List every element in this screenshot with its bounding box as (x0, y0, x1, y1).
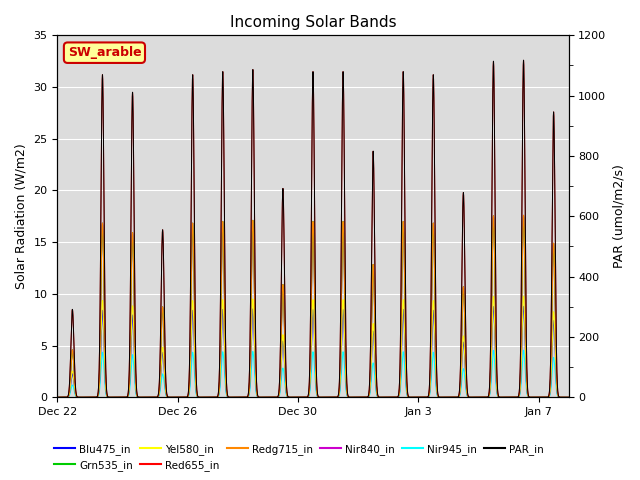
Nir840_in (419, 395, 426, 400)
Y-axis label: Solar Radiation (W/m2): Solar Radiation (W/m2) (15, 144, 28, 289)
PAR_in (564, 395, 572, 400)
Redg715_in (564, 395, 572, 400)
Redg715_in (367, 326, 375, 332)
Blu475_in (54, 395, 61, 400)
Grn535_in (135, 395, 143, 400)
Grn535_in (160, 333, 168, 338)
Red655_in (362, 395, 370, 400)
Nir945_in (564, 395, 572, 400)
Nir840_in (520, 213, 527, 218)
Grn535_in (362, 395, 370, 400)
Line: Red655_in: Red655_in (58, 60, 568, 397)
Nir945_in (419, 395, 426, 400)
Red655_in (367, 267, 375, 273)
Nir945_in (100, 367, 108, 373)
Nir945_in (54, 395, 61, 400)
Grn535_in (367, 326, 375, 332)
Red655_in (419, 395, 426, 400)
PAR_in (100, 201, 108, 206)
Nir945_in (160, 378, 168, 384)
Y-axis label: PAR (umol/m2/s): PAR (umol/m2/s) (612, 164, 625, 268)
PAR_in (419, 395, 426, 400)
Yel580_in (100, 336, 108, 342)
Nir840_in (54, 395, 61, 400)
Nir945_in (362, 395, 370, 400)
Line: PAR_in: PAR_in (58, 60, 568, 397)
Blu475_in (419, 395, 426, 400)
Red655_in (135, 395, 143, 400)
Line: Grn535_in: Grn535_in (58, 216, 568, 397)
Nir840_in (367, 326, 375, 332)
Redg715_in (100, 290, 108, 296)
Blu475_in (135, 395, 143, 400)
Line: Redg715_in: Redg715_in (58, 216, 568, 397)
Yel580_in (419, 395, 426, 400)
Line: Blu475_in: Blu475_in (58, 306, 568, 397)
PAR_in (362, 395, 370, 400)
Line: Nir945_in: Nir945_in (58, 350, 568, 397)
Grn535_in (100, 290, 108, 296)
Red655_in (100, 201, 108, 206)
Nir840_in (100, 290, 108, 296)
Nir840_in (135, 395, 143, 400)
Yel580_in (135, 395, 143, 400)
Blu475_in (367, 360, 375, 366)
Line: Nir840_in: Nir840_in (58, 216, 568, 397)
Blu475_in (362, 395, 370, 400)
Yel580_in (564, 395, 572, 400)
Redg715_in (160, 333, 168, 338)
Yel580_in (520, 293, 527, 299)
Legend: Blu475_in, Grn535_in, Yel580_in, Red655_in, Redg715_in, Nir840_in, Nir945_in, PA: Blu475_in, Grn535_in, Yel580_in, Red655_… (50, 439, 548, 475)
Red655_in (160, 280, 168, 286)
Yel580_in (160, 360, 168, 366)
Yel580_in (362, 395, 370, 400)
Yel580_in (367, 356, 375, 362)
Redg715_in (520, 213, 527, 218)
Nir840_in (564, 395, 572, 400)
Nir945_in (135, 395, 143, 400)
Nir945_in (520, 347, 527, 353)
Text: SW_arable: SW_arable (68, 46, 141, 59)
Nir840_in (160, 333, 168, 338)
PAR_in (367, 267, 375, 273)
Blu475_in (100, 342, 108, 348)
Blu475_in (564, 395, 572, 400)
PAR_in (54, 395, 61, 400)
PAR_in (160, 280, 168, 286)
Title: Incoming Solar Bands: Incoming Solar Bands (230, 15, 396, 30)
Redg715_in (362, 395, 370, 400)
Grn535_in (564, 395, 572, 400)
Redg715_in (135, 395, 143, 400)
Grn535_in (520, 213, 527, 218)
Red655_in (564, 395, 572, 400)
PAR_in (135, 395, 143, 400)
Red655_in (54, 395, 61, 400)
Yel580_in (54, 395, 61, 400)
Nir840_in (362, 395, 370, 400)
Redg715_in (54, 395, 61, 400)
Nir945_in (367, 377, 375, 383)
Grn535_in (419, 395, 426, 400)
Blu475_in (520, 303, 527, 309)
PAR_in (520, 57, 527, 63)
Line: Yel580_in: Yel580_in (58, 296, 568, 397)
Redg715_in (419, 395, 426, 400)
Red655_in (520, 58, 527, 63)
Grn535_in (54, 395, 61, 400)
Blu475_in (160, 363, 168, 369)
